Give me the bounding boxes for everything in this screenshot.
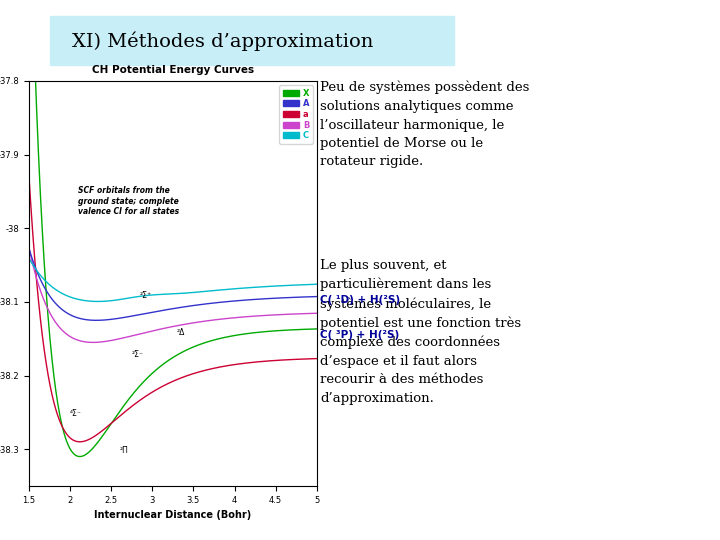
Text: XI) Méthodes d’approximation: XI) Méthodes d’approximation [72,31,374,51]
Text: ²Π: ²Π [120,446,128,455]
Title: CH Potential Energy Curves: CH Potential Energy Curves [91,65,254,75]
Text: SCF orbitals from the
ground state; complete
valence CI for all states: SCF orbitals from the ground state; comp… [78,186,179,216]
Text: ²Δ: ²Δ [177,328,185,337]
Text: C( ³P) + H(²S): C( ³P) + H(²S) [320,330,400,340]
Text: ⁴Σ⁻: ⁴Σ⁻ [70,409,82,418]
Text: Le plus souvent, et
particulièrement dans les
systèmes moléculaires, le
potentie: Le plus souvent, et particulièrement dan… [320,259,521,405]
X-axis label: Internuclear Distance (Bohr): Internuclear Distance (Bohr) [94,510,251,520]
Legend: X, A, a, B, C: X, A, a, B, C [279,85,312,144]
Text: ²Σ⁻: ²Σ⁻ [132,350,144,359]
FancyBboxPatch shape [50,16,454,65]
Text: Peu de systèmes possèdent des
solutions analytiques comme
l’oscillateur harmoniq: Peu de systèmes possèdent des solutions … [320,81,530,168]
Text: ²Σ⁺: ²Σ⁺ [140,291,152,300]
Text: C( ¹D) + H(²S): C( ¹D) + H(²S) [320,295,400,305]
